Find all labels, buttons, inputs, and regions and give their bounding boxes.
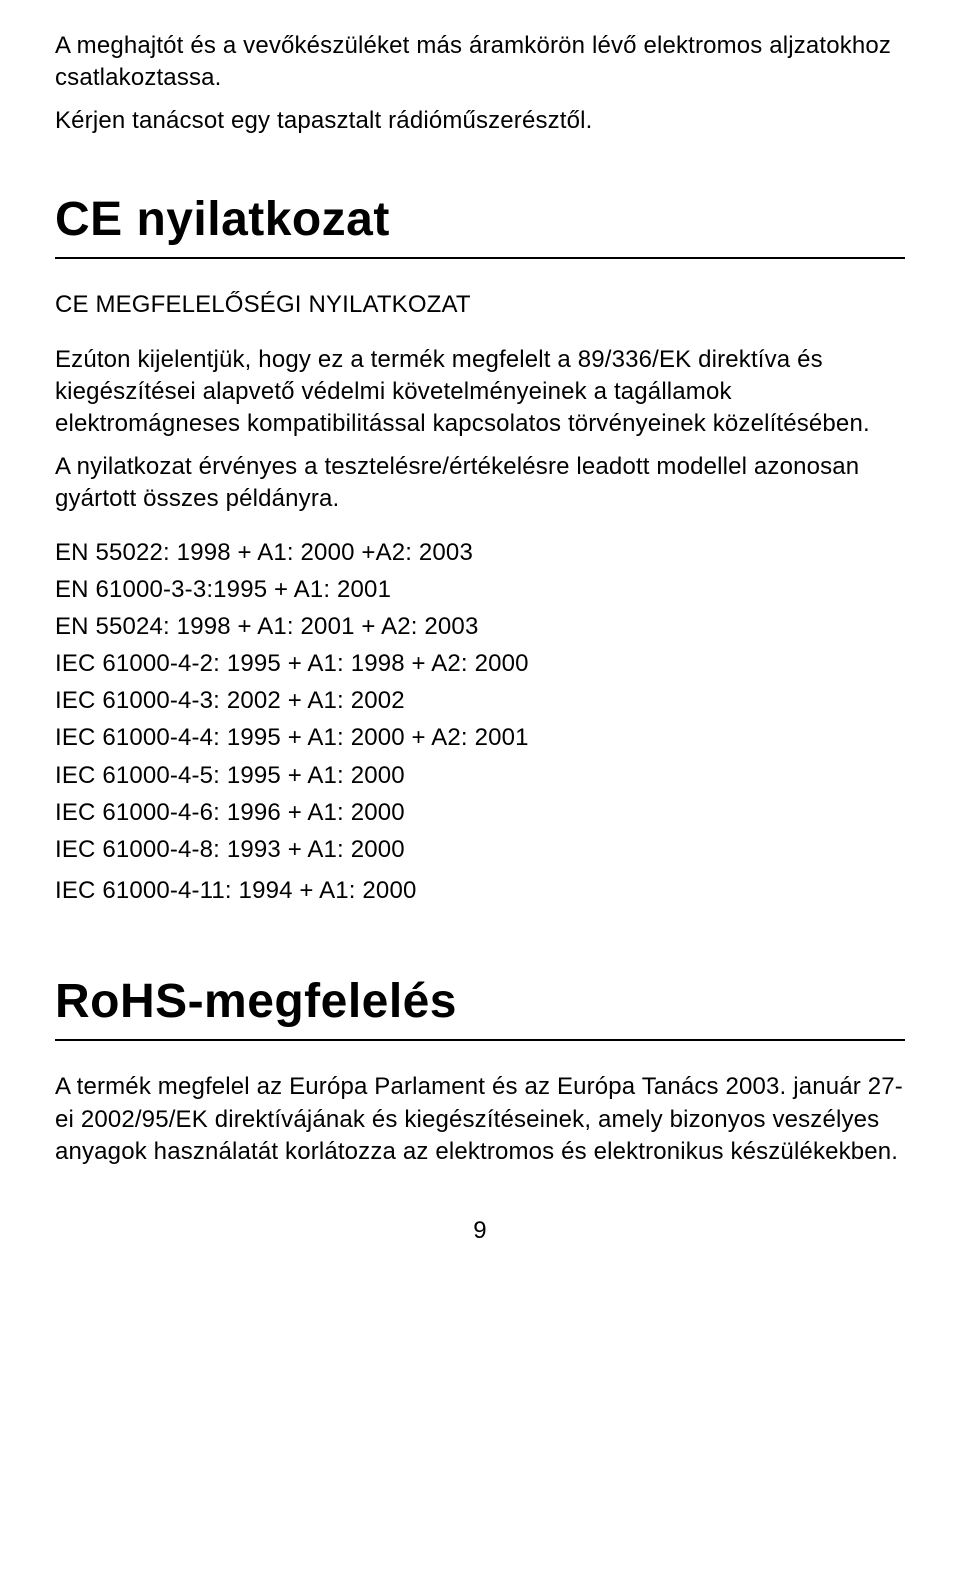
ce-standard: EN 55022: 1998 + A1: 2000 +A2: 2003 bbox=[55, 534, 905, 571]
intro-paragraph-1: A meghajtót és a vevőkészüléket más áram… bbox=[55, 30, 905, 95]
ce-standard: IEC 61000-4-6: 1996 + A1: 2000 bbox=[55, 794, 905, 831]
ce-standards-list: EN 55022: 1998 + A1: 2000 +A2: 2003 EN 6… bbox=[55, 534, 905, 910]
ce-standard: EN 55024: 1998 + A1: 2001 + A2: 2003 bbox=[55, 608, 905, 645]
rohs-heading: RoHS-megfelelés bbox=[55, 974, 905, 1041]
ce-standard: IEC 61000-4-5: 1995 + A1: 2000 bbox=[55, 757, 905, 794]
page-number: 9 bbox=[55, 1217, 905, 1245]
ce-standard: IEC 61000-4-11: 1994 + A1: 2000 bbox=[55, 872, 905, 909]
ce-paragraph-1: Ezúton kijelentjük, hogy ez a termék meg… bbox=[55, 344, 905, 441]
ce-standard: IEC 61000-4-8: 1993 + A1: 2000 bbox=[55, 831, 905, 868]
ce-standard: IEC 61000-4-3: 2002 + A1: 2002 bbox=[55, 682, 905, 719]
ce-paragraph-2: A nyilatkozat érvényes a tesztelésre/ért… bbox=[55, 451, 905, 516]
ce-standard: IEC 61000-4-2: 1995 + A1: 1998 + A2: 200… bbox=[55, 645, 905, 682]
ce-standard: EN 61000-3-3:1995 + A1: 2001 bbox=[55, 571, 905, 608]
ce-subheading: CE MEGFELELŐSÉGI NYILATKOZAT bbox=[55, 289, 905, 321]
intro-paragraph-2: Kérjen tanácsot egy tapasztalt rádióműsz… bbox=[55, 105, 905, 137]
ce-heading: CE nyilatkozat bbox=[55, 192, 905, 259]
rohs-paragraph-1: A termék megfelel az Európa Parlament és… bbox=[55, 1071, 905, 1168]
ce-standard: IEC 61000-4-4: 1995 + A1: 2000 + A2: 200… bbox=[55, 719, 905, 756]
